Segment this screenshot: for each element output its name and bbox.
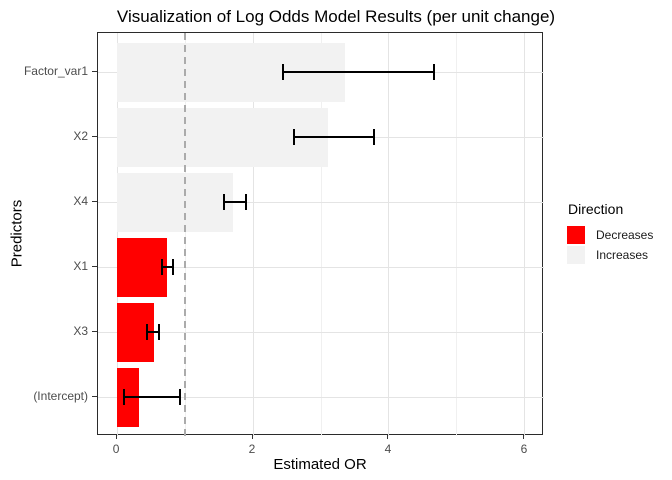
x-major-gridline xyxy=(524,33,526,436)
y-tick-label: X2 xyxy=(73,129,88,143)
x-minor-gridline xyxy=(320,33,322,436)
x-minor-gridline xyxy=(456,33,458,436)
bar xyxy=(117,237,167,297)
error-bar-cap-high xyxy=(432,64,435,80)
error-bar-cap-low xyxy=(281,64,284,80)
y-tick-label: (Intercept) xyxy=(33,389,88,403)
error-bar-cap-low xyxy=(160,259,163,275)
error-bar-cap-low xyxy=(292,129,295,145)
y-major-gridline xyxy=(98,331,544,333)
error-bar-line xyxy=(282,71,434,73)
x-tick-label: 0 xyxy=(112,442,120,456)
y-major-gridline xyxy=(98,396,544,398)
error-bar-line xyxy=(223,201,247,203)
x-tick-mark xyxy=(115,435,117,439)
y-tick-label: X3 xyxy=(73,324,88,338)
y-tick-label: Factor_var1 xyxy=(23,64,88,78)
x-tick-mark xyxy=(251,435,253,439)
legend-entry-label: Increases xyxy=(596,248,649,262)
legend: Direction Decreases Increases xyxy=(567,201,653,265)
reference-line xyxy=(184,33,187,436)
y-tick-mark xyxy=(92,200,97,202)
y-tick-mark xyxy=(92,395,97,397)
plot-panel xyxy=(97,32,544,436)
y-tick-mark xyxy=(92,70,97,72)
error-bar-cap-high xyxy=(171,259,174,275)
legend-title: Direction xyxy=(568,201,624,217)
legend-entry: Decreases xyxy=(567,225,653,245)
error-bar-line xyxy=(161,266,173,268)
y-major-gridline xyxy=(98,266,544,268)
x-tick-label: 6 xyxy=(520,442,528,456)
x-major-gridline xyxy=(252,33,254,436)
legend-key-swatch xyxy=(567,246,585,264)
x-major-gridline xyxy=(116,33,118,436)
bar xyxy=(117,107,328,167)
error-bar-cap-high xyxy=(373,129,376,145)
legend-key-swatch xyxy=(567,226,585,244)
legend-entries: Decreases Increases xyxy=(567,225,653,265)
y-tick-label: X4 xyxy=(73,194,88,208)
y-tick-mark xyxy=(92,330,97,332)
x-tick-label: 4 xyxy=(384,442,392,456)
x-axis-title: Estimated OR xyxy=(273,456,367,473)
y-major-gridline xyxy=(98,201,544,203)
error-bar-cap-high xyxy=(179,389,182,405)
legend-entry-label: Decreases xyxy=(596,228,654,242)
bar xyxy=(117,172,233,232)
y-tick-mark xyxy=(92,265,97,267)
error-bar-line xyxy=(123,396,181,398)
error-bar-cap-high xyxy=(245,194,248,210)
error-bar-cap-high xyxy=(158,324,161,340)
y-axis-title-box: Predictors xyxy=(4,32,30,435)
chart-title: Visualization of Log Odds Model Results … xyxy=(116,7,556,26)
x-major-gridline xyxy=(388,33,390,436)
error-bar-line xyxy=(146,331,160,333)
y-tick-mark xyxy=(92,135,97,137)
error-bar-cap-low xyxy=(122,389,125,405)
error-bar-line xyxy=(293,136,375,138)
y-tick-label: X1 xyxy=(73,259,88,273)
y-axis-title: Predictors xyxy=(8,199,26,268)
error-bar-cap-low xyxy=(145,324,148,340)
x-tick-mark xyxy=(523,435,525,439)
x-tick-label: 2 xyxy=(248,442,256,456)
legend-entry: Increases xyxy=(567,245,653,265)
x-tick-mark xyxy=(387,435,389,439)
error-bar-cap-low xyxy=(222,194,225,210)
